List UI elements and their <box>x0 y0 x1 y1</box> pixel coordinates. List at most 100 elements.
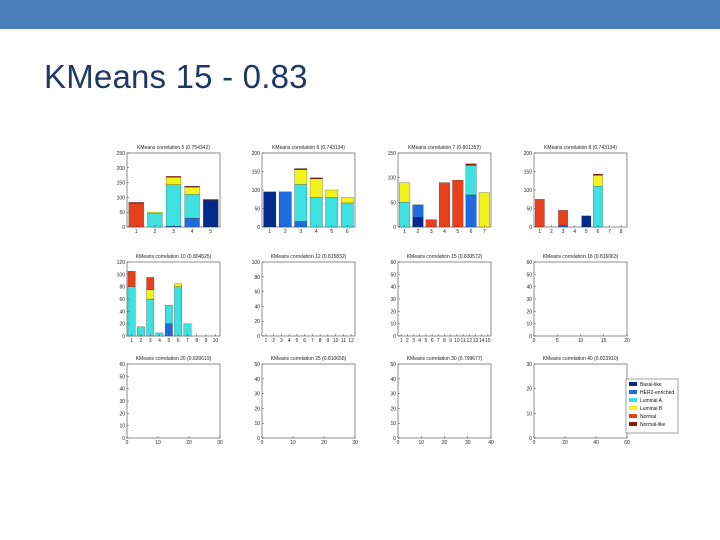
x-tick-label: 2 <box>550 229 553 235</box>
x-tick-label: 20 <box>442 440 448 446</box>
subplot: 0 50 100 150 200 250 1 2 3 4 5 KMeans correlation 5… <box>117 145 221 235</box>
y-tick-label: 60 <box>119 297 125 303</box>
bar-segment <box>465 165 477 196</box>
x-tick-label: 11 <box>341 338 346 344</box>
y-tick-label: 0 <box>529 225 532 231</box>
x-tick-label: 9 <box>326 338 329 344</box>
x-tick-label: 20 <box>562 440 568 446</box>
y-tick-label: 20 <box>119 411 125 417</box>
y-tick-label: 120 <box>117 260 126 266</box>
x-tick-label: 0 <box>533 338 536 344</box>
x-tick-label: 4 <box>573 229 576 235</box>
x-tick-label: 4 <box>443 229 446 235</box>
slide-title: KMeans 15 - 0.83 <box>44 58 308 95</box>
y-tick-label: 50 <box>390 362 396 368</box>
y-tick-label: 0 <box>257 436 260 442</box>
bar-segment <box>165 184 182 227</box>
y-tick-label: 20 <box>526 309 532 315</box>
bar-segment <box>340 202 354 228</box>
x-tick-label: 30 <box>352 440 358 446</box>
x-tick-label: 3 <box>280 338 283 344</box>
x-tick-label: 2 <box>406 338 409 344</box>
y-tick-label: 40 <box>390 377 396 383</box>
bar-segment <box>128 203 144 228</box>
x-tick-label: 10 <box>213 338 219 344</box>
y-tick-label: 150 <box>524 170 533 176</box>
x-tick-label: 1 <box>403 229 406 235</box>
x-tick-label: 2 <box>417 229 420 235</box>
x-tick-label: 0 <box>397 440 400 446</box>
y-tick-label: 10 <box>390 421 396 427</box>
y-tick-label: 60 <box>119 362 125 368</box>
plot-frame <box>261 261 356 337</box>
subplot-title: KMeans correlation 6 (0.743134) <box>272 145 345 151</box>
y-tick-label: 0 <box>529 334 532 340</box>
plot-frame <box>533 261 628 337</box>
subplot: 0 10 20 30 40 50 0 10 20 30 40 KMeans correlation 3… <box>390 356 494 446</box>
y-tick-label: 0 <box>122 334 125 340</box>
y-tick-label: 40 <box>119 309 125 315</box>
subplot: 0 50 100 150 200 1 2 3 4 5 6 7 8 KMeans correlation 8… <box>524 145 628 235</box>
y-tick-label: 150 <box>388 151 397 157</box>
bar-segment <box>147 212 163 214</box>
y-tick-label: 0 <box>257 225 260 231</box>
legend-swatch <box>629 382 637 386</box>
bar-segment <box>294 168 308 170</box>
y-tick-label: 150 <box>117 181 126 187</box>
x-tick-label: 6 <box>470 229 473 235</box>
x-tick-label: 15 <box>485 338 491 344</box>
x-tick-label: 15 <box>601 338 607 344</box>
header-bar <box>0 0 720 29</box>
bar-segment <box>146 298 155 337</box>
legend-label: Basal-like <box>640 382 662 388</box>
x-tick-label: 6 <box>346 229 349 235</box>
x-tick-label: 5 <box>556 338 559 344</box>
plot-frame <box>261 152 356 228</box>
x-tick-label: 9 <box>449 338 452 344</box>
x-tick-label: 3 <box>430 229 433 235</box>
y-tick-label: 40 <box>119 387 125 393</box>
x-tick-label: 11 <box>460 338 465 344</box>
bar-segment <box>203 200 219 228</box>
subplot-title: KMeans correlation 20 (0.820619) <box>136 356 212 362</box>
y-tick-label: 20 <box>119 322 125 328</box>
x-tick-label: 0 <box>533 440 536 446</box>
x-tick-label: 10 <box>290 440 296 446</box>
x-tick-label: 3 <box>299 229 302 235</box>
y-tick-label: 30 <box>526 362 532 368</box>
legend-label: Luminal B <box>640 406 663 412</box>
y-tick-label: 30 <box>390 392 396 398</box>
x-tick-label: 3 <box>412 338 415 344</box>
bar-segment <box>309 197 323 228</box>
subplot-title: KMeans correlation 30 (0.799677) <box>407 356 483 362</box>
plot-frame <box>397 363 492 439</box>
y-tick-label: 20 <box>390 309 396 315</box>
y-tick-label: 10 <box>119 424 125 430</box>
x-tick-label: 10 <box>155 440 161 446</box>
x-tick-label: 30 <box>217 440 223 446</box>
x-tick-label: 6 <box>303 338 306 344</box>
bar-segment <box>593 175 603 187</box>
bar-segment <box>439 182 450 228</box>
x-tick-label: 3 <box>562 229 565 235</box>
y-tick-label: 10 <box>390 322 396 328</box>
subplot-title: KMeans correlation 18 (0.816063) <box>543 254 619 260</box>
bar-segment <box>465 163 477 166</box>
subplot: 0 10 20 30 40 50 60 0 5 10 15 20 KMeans correlation … <box>526 254 630 344</box>
x-tick-label: 6 <box>177 338 180 344</box>
x-tick-label: 7 <box>437 338 440 344</box>
bar-segment <box>309 178 323 198</box>
x-tick-label: 5 <box>330 229 333 235</box>
x-tick-label: 1 <box>400 338 403 344</box>
y-tick-label: 50 <box>119 210 125 216</box>
x-tick-label: 10 <box>578 338 584 344</box>
y-tick-label: 30 <box>119 399 125 405</box>
y-tick-label: 20 <box>254 406 260 412</box>
legend-label: Normal-like <box>640 422 666 428</box>
y-tick-label: 60 <box>254 290 260 296</box>
y-tick-label: 200 <box>117 166 126 172</box>
y-tick-label: 50 <box>119 374 125 380</box>
x-tick-label: 4 <box>315 229 318 235</box>
subplot-title: KMeans correlation 15 (0.830572) <box>407 254 483 260</box>
